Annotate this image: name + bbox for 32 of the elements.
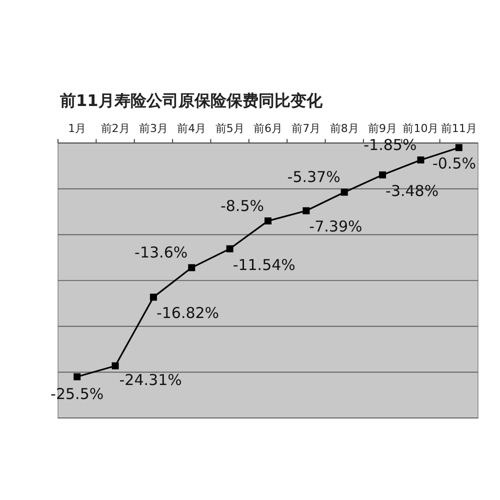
x-tick-label: 前6月	[254, 122, 282, 135]
data-label: -5.37%	[287, 168, 340, 186]
x-tick-label: 前9月	[368, 122, 398, 135]
data-label: -25.5%	[50, 384, 104, 403]
point	[74, 373, 81, 380]
data-label: -11.54%	[232, 256, 296, 274]
x-tick-label: 前8月	[330, 122, 359, 135]
x-tick-label: 前4月	[177, 122, 206, 135]
x-tick-label: 前10月	[402, 122, 439, 135]
x-tick-label: 前11月	[440, 122, 477, 135]
point	[150, 294, 157, 301]
point	[455, 144, 462, 152]
point	[264, 217, 272, 224]
x-tick-label: 1月	[68, 122, 86, 135]
point	[340, 188, 348, 196]
point	[417, 156, 424, 164]
data-label: -0.5%	[432, 154, 476, 173]
point	[112, 362, 119, 370]
data-label: -8.5%	[220, 196, 264, 215]
data-label: -7.39%	[309, 218, 362, 236]
x-tick-label: 前3月	[138, 122, 168, 135]
x-tick-label: 前7月	[292, 122, 321, 135]
chart-title: 前11月寿险公司原保险保费同比变化	[59, 91, 324, 110]
data-label: -16.82%	[156, 304, 220, 322]
point	[302, 207, 310, 214]
x-tick-label: 前5月	[215, 122, 244, 135]
point	[226, 245, 234, 252]
data-label: -24.31%	[119, 370, 182, 389]
x-tick-label: 前2月	[100, 122, 130, 135]
data-label: -13.6%	[134, 244, 188, 262]
point	[379, 171, 386, 178]
point	[188, 264, 196, 272]
